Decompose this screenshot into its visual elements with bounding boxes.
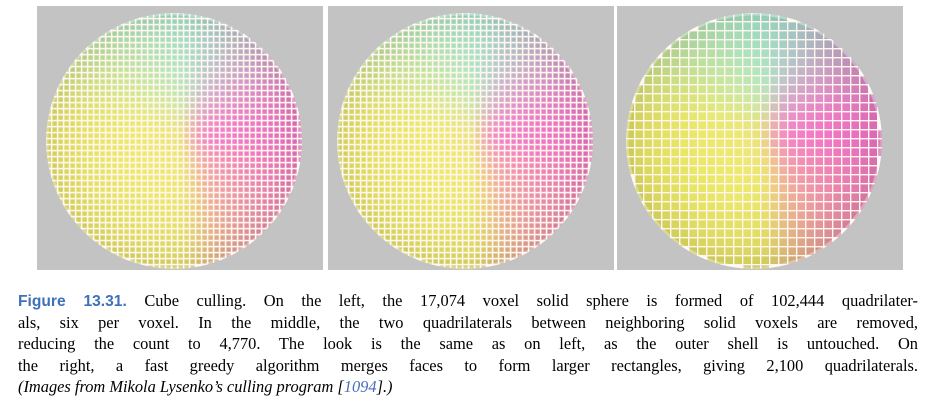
- caption-line-4: the right, a fast greedy algorithm merge…: [18, 355, 918, 375]
- voxel-sphere: [626, 13, 882, 269]
- figure-label: Figure 13.31.: [18, 293, 127, 310]
- caption-line-1: Cube culling. On the left, the 17,074 vo…: [126, 291, 918, 310]
- voxel-sphere: [46, 13, 302, 269]
- voxel-sphere: [337, 13, 593, 269]
- sphere-image-middle: [328, 6, 614, 270]
- sphere-image-right: [617, 6, 903, 270]
- credit-suffix: ].): [376, 376, 393, 396]
- credit-prefix: (Images from Mikola Lysenko’s culling pr…: [18, 376, 344, 396]
- image-credit: (Images from Mikola Lysenko’s culling pr…: [18, 376, 918, 397]
- caption-line-2: als, six per voxel. In the middle, the t…: [18, 313, 918, 333]
- citation-link[interactable]: 1094: [343, 376, 377, 396]
- figure-caption: Figure 13.31. Cube culling. On the left,…: [18, 290, 918, 397]
- caption-line-3: reducing the count to 4,770. The look is…: [18, 334, 918, 354]
- sphere-image-left: [37, 6, 323, 270]
